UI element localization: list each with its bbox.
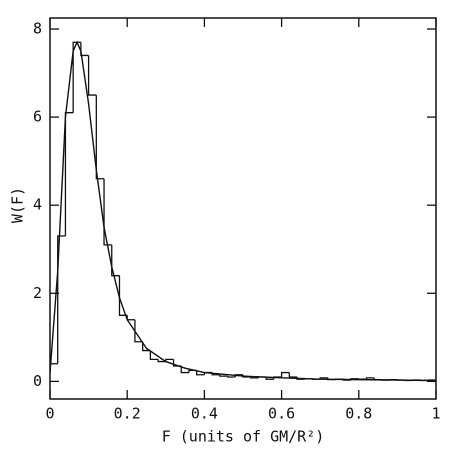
x-tick-label: 0 <box>45 405 54 423</box>
y-axis-label: W(F) <box>9 187 27 223</box>
histogram-bin <box>219 374 228 377</box>
histogram-bin <box>80 42 89 57</box>
histogram-bin <box>180 365 189 374</box>
x-tick-label: 0.4 <box>191 405 218 423</box>
x-tick-label: 0.2 <box>114 405 141 423</box>
y-tick-label: 8 <box>33 20 42 38</box>
histogram-bin <box>126 315 135 321</box>
histogram-bin <box>134 319 143 343</box>
histogram-bin <box>149 350 159 361</box>
y-tick-label: 4 <box>33 196 42 214</box>
y-tick-label: 0 <box>33 372 42 390</box>
x-axis-label: F (units of GM/R²) <box>162 428 325 446</box>
histogram-bin <box>250 376 259 379</box>
histogram-bin <box>365 377 375 380</box>
histogram-bin <box>141 341 151 352</box>
histogram-bin <box>226 376 236 378</box>
histogram-bin <box>103 178 112 246</box>
histogram-bin <box>288 372 298 378</box>
fit-curve <box>49 40 437 382</box>
histogram-bin <box>95 95 105 180</box>
y-tick-label: 6 <box>33 108 42 126</box>
y-tick-label: 2 <box>33 284 42 302</box>
histogram-bin <box>196 370 205 376</box>
x-tick-label: 0.8 <box>345 405 372 423</box>
histogram-bin <box>118 275 128 316</box>
x-tick-label: 1 <box>431 405 440 423</box>
histogram-bin <box>87 55 97 96</box>
x-tick-label: 0.6 <box>268 405 295 423</box>
histogram-bin <box>157 359 166 363</box>
histogram-bin <box>64 112 74 237</box>
histogram-bin <box>57 235 66 364</box>
histogram-bin <box>72 41 81 113</box>
histogram-bin <box>111 244 120 277</box>
plot-frame <box>49 17 437 400</box>
histogram-bin <box>280 371 290 377</box>
